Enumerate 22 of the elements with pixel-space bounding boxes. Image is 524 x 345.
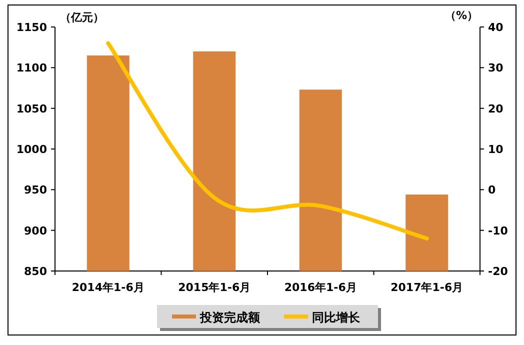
y2-tick-label: -10 <box>488 224 508 238</box>
y2-tick-label: 40 <box>488 21 504 34</box>
legend-label: 同比增长 <box>312 310 361 324</box>
y-tick-label: 950 <box>24 184 48 197</box>
x-tick-label: 2014年1-6月 <box>72 281 144 294</box>
y2-tick-label: 0 <box>488 184 496 197</box>
y2-tick-label: 20 <box>488 102 504 116</box>
y-tick-label: 1100 <box>16 62 48 75</box>
x-tick-label: 2016年1-6月 <box>284 281 357 294</box>
y-tick-label: 1150 <box>16 21 48 34</box>
y2-tick-label: 30 <box>488 62 504 75</box>
y-tick-label: 850 <box>24 265 48 278</box>
y-tick-label: 900 <box>24 224 48 238</box>
y-axis-title: （亿元） <box>60 11 104 24</box>
x-tick-label: 2015年1-6月 <box>178 281 251 294</box>
y2-axis-title: （%） <box>444 9 478 22</box>
x-tick-label: 2017年1-6月 <box>390 281 464 294</box>
y-tick-label: 1050 <box>16 102 48 116</box>
y2-tick-label: 10 <box>488 143 504 156</box>
y2-tick-label: -20 <box>488 265 508 278</box>
legend-label: 投资完成额 <box>199 310 261 324</box>
y-tick-label: 1000 <box>16 143 48 156</box>
